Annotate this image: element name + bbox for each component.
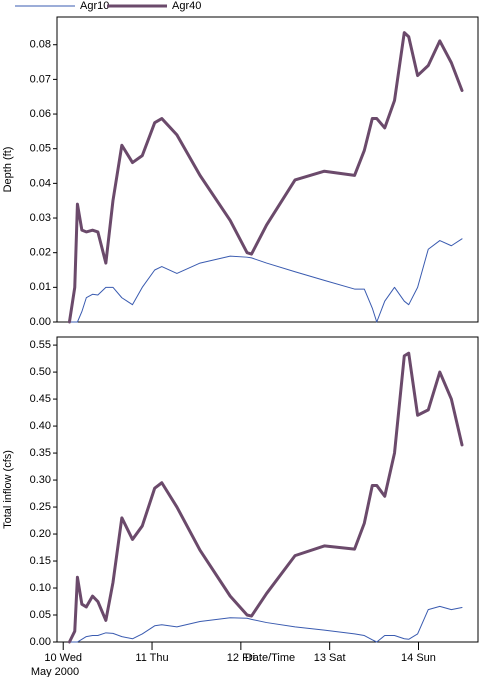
series-line	[67, 31, 464, 324]
y-tick-label: 0.08	[30, 39, 51, 51]
plot-frame	[56, 16, 479, 323]
y-axis-label: Depth (ft)	[2, 147, 14, 193]
y-tick-label: 0.15	[30, 555, 51, 567]
x-group-label: May 2000	[31, 666, 79, 677]
y-tick-label: 0.25	[30, 501, 51, 513]
y-tick-label: 0.05	[30, 609, 51, 621]
y-tick-label: 0.50	[30, 366, 51, 378]
x-tick-label: 14 Sun	[401, 652, 436, 664]
x-tick-label: 10 Wed	[44, 652, 82, 664]
legend-label: Agr40	[172, 0, 201, 12]
legend-label: Agr10	[80, 0, 109, 12]
y-tick-label: 0.04	[30, 177, 51, 189]
y-tick-label: 0.35	[30, 447, 51, 459]
x-tick-label: 12 Fri	[227, 652, 255, 664]
y-tick-label: 0.30	[30, 474, 51, 486]
y-tick-label: 0.01	[30, 281, 51, 293]
plot-frame	[56, 336, 479, 643]
y-tick-label: 0.06	[30, 108, 51, 120]
series-line	[68, 238, 463, 323]
x-tick-label: 13 Sat	[314, 652, 346, 664]
y-tick-label: 0.20	[30, 528, 51, 540]
y-tick-label: 0.00	[30, 636, 51, 648]
x-axis-label: Date/Time	[245, 652, 295, 664]
series-line	[67, 351, 464, 644]
series-line	[68, 605, 463, 643]
y-tick-label: 0.07	[30, 73, 51, 85]
y-tick-label: 0.10	[30, 582, 51, 594]
y-tick-label: 0.45	[30, 393, 51, 405]
y-tick-label: 0.03	[30, 212, 51, 224]
y-axis-label: Total inflow (cfs)	[2, 450, 14, 529]
y-tick-label: 0.55	[30, 339, 51, 351]
y-tick-label: 0.00	[30, 316, 51, 328]
y-tick-label: 0.40	[30, 420, 51, 432]
x-tick-label: 11 Thu	[135, 652, 168, 664]
y-tick-label: 0.02	[30, 247, 51, 259]
y-tick-label: 0.05	[30, 143, 51, 155]
